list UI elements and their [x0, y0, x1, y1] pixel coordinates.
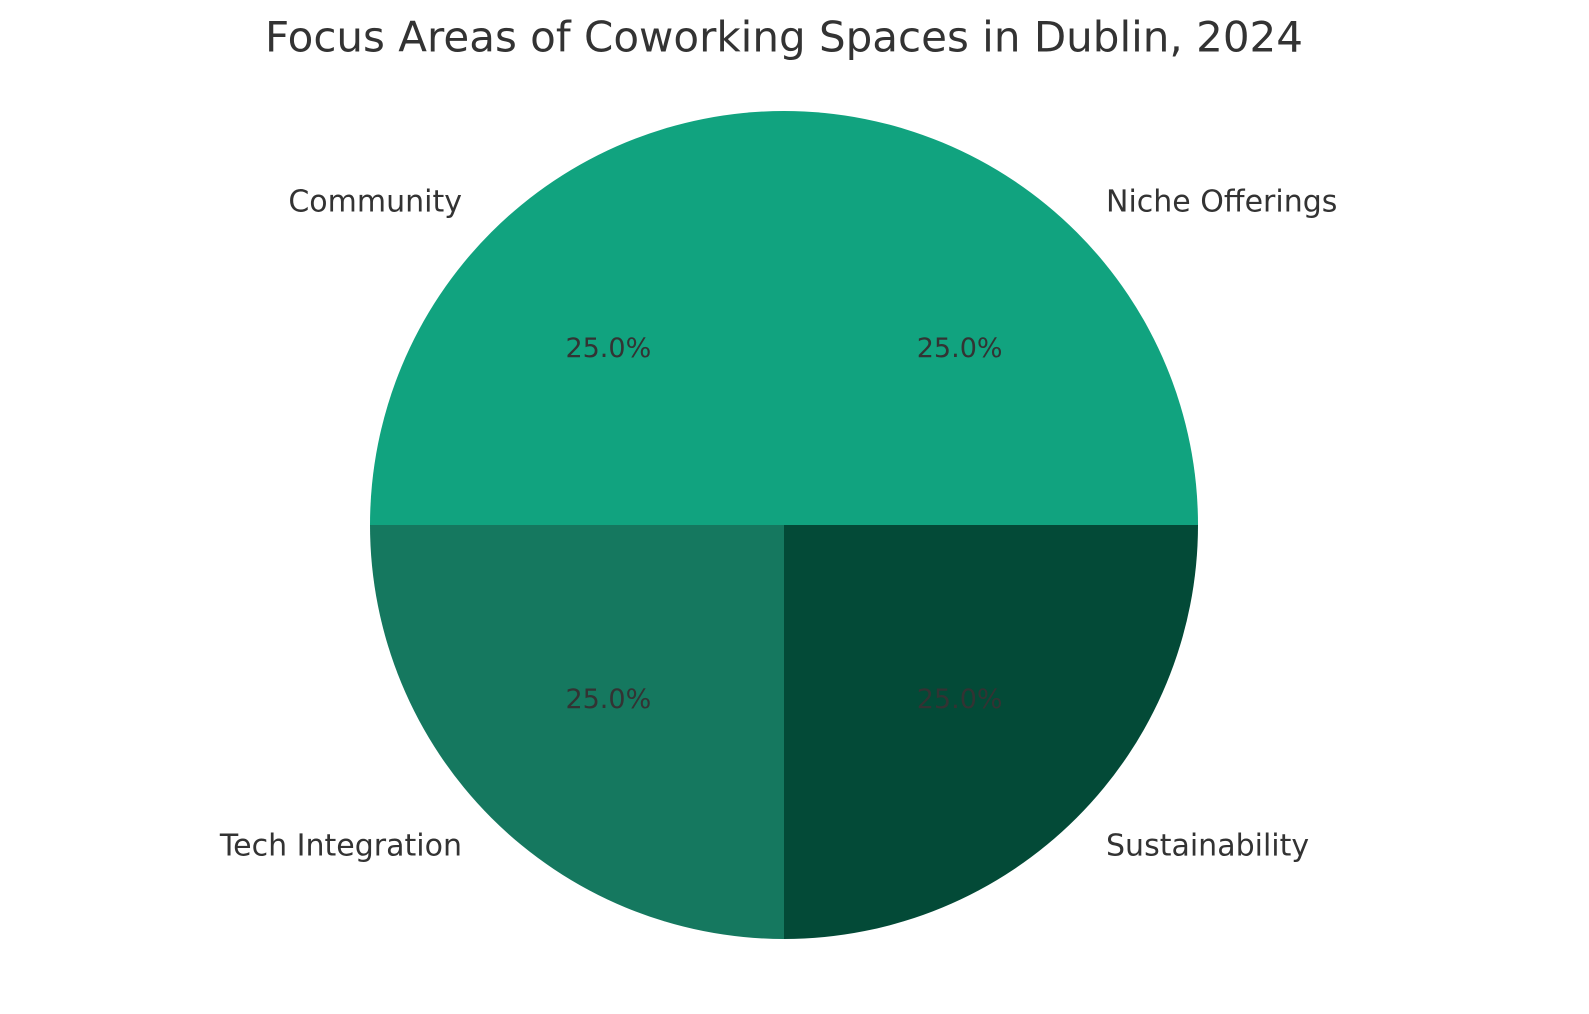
pie-slice [370, 525, 784, 939]
value-label: 25.0% [917, 333, 1003, 364]
slice-label: Tech Integration [219, 829, 462, 864]
value-label: 25.0% [565, 684, 651, 715]
chart-title: Focus Areas of Coworking Spaces in Dubli… [265, 13, 1303, 62]
slice-label: Sustainability [1106, 829, 1309, 864]
slice-label: Community [288, 184, 462, 219]
value-label: 25.0% [565, 333, 651, 364]
pie-slice [784, 525, 1198, 939]
slice-label: Niche Offerings [1106, 184, 1337, 219]
pie-slice [784, 111, 1198, 525]
pie-slice [370, 111, 784, 525]
value-label: 25.0% [917, 684, 1003, 715]
